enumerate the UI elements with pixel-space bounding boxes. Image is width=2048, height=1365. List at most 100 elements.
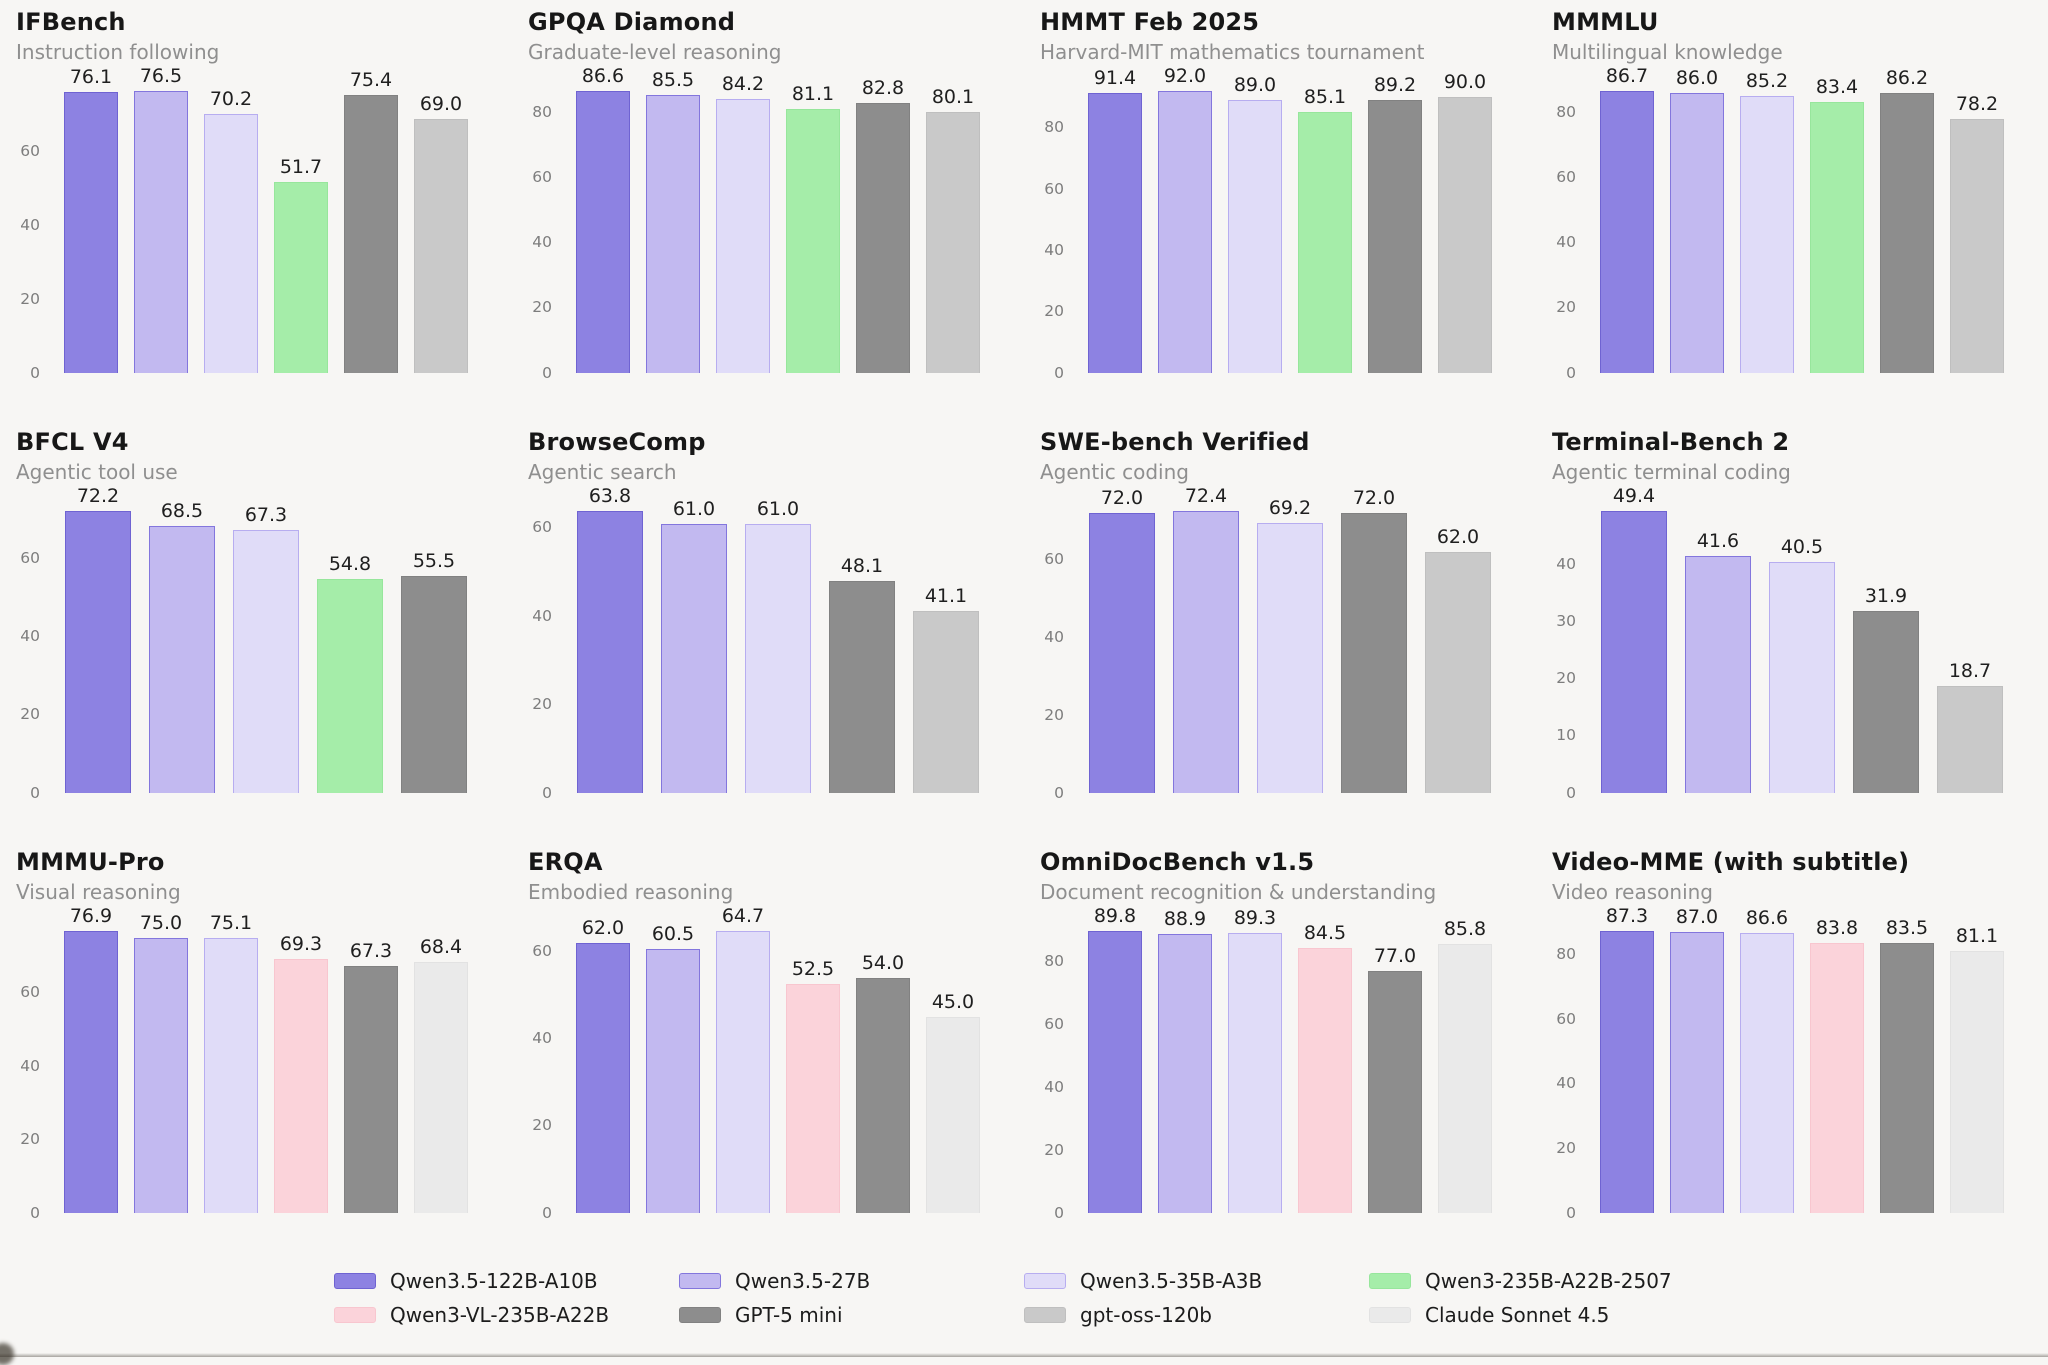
bars-row: 76.1 76.5 70.2 51.7 75.4 69.0 [56,65,476,373]
y-tick-label: 20 [1044,1140,1064,1159]
bar-value-label: 48.1 [840,554,884,577]
bar-value-label: 84.2 [721,72,765,95]
y-tick-label: 40 [1044,1077,1064,1096]
bar-value-label: 75.4 [349,69,393,92]
bar-value-label: 85.5 [651,68,695,91]
photo-edge-artifact [0,1353,2048,1357]
y-axis-ticks: 0 20 40 60 [518,917,562,1222]
bar-slot: 51.7 [266,77,336,373]
bar-qwen3-5-122b-a10b: 76.1 [63,66,119,373]
chart-swe-bench-verified: SWE-bench Verified Agentic coding 0 20 40 60 7… [1024,420,1536,840]
bar-value-label: 77.0 [1373,945,1417,968]
bars-row: 62.0 60.5 64.7 52.5 54.0 45.0 [568,905,988,1213]
bar-slot: 61.0 [652,497,736,793]
chart-omnidocbench-v1-5: OmniDocBench v1.5 Document recognition & … [1024,840,1536,1260]
bar-value-label: 70.2 [209,88,253,111]
bar-slot: 68.4 [406,917,476,1213]
bar-slot: 75.0 [126,912,196,1213]
legend-swatch [1369,1307,1411,1323]
bar-slot: 60.5 [638,917,708,1213]
bar-qwen3-5-122b-a10b: 89.8 [1087,905,1143,1213]
bar-slot: 40.5 [1760,497,1844,793]
bar-value-label: 78.2 [1955,92,1999,115]
legend-label: Qwen3-VL-235B-A22B [390,1303,610,1327]
y-tick-label: 20 [532,298,552,317]
bar-qwen3-5-35b-a3b: 70.2 [203,88,259,373]
bar-slot: 52.5 [778,917,848,1213]
bar-gpt-5-mini: 77.0 [1367,945,1423,1213]
bar-slot: 84.5 [1290,917,1360,1213]
bar-value-label: 75.0 [139,911,183,934]
chart-subtitle: Document recognition & understanding [1040,880,1437,904]
plot-area: 0 20 40 60 76.9 75.0 75.1 69.3 67.3 68.4 [20,905,476,1222]
y-tick-label: 60 [20,549,40,568]
bar-qwen3-5-122b-a10b: 91.4 [1087,67,1143,373]
bar-slot: 31.9 [1844,497,1928,793]
bar-qwen3-5-35b-a3b: 61.0 [745,498,811,793]
chart-subtitle: Video reasoning [1552,880,1713,904]
bars-row: 89.8 88.9 89.3 84.5 77.0 85.8 [1080,905,1500,1213]
bar-slot: 72.0 [1332,487,1416,793]
y-tick-label: 0 [542,1203,552,1222]
y-axis-ticks: 0 20 40 60 80 [1030,917,1074,1221]
bar-value-label: 45.0 [931,990,975,1013]
bar-qwen3-5-27b: 75.0 [133,912,189,1213]
bar-value-label: 52.5 [791,958,835,981]
bar-slot: 86.6 [568,65,638,373]
bar-value-label: 60.5 [651,923,695,946]
chart-title: MMMLU [1552,8,1659,36]
bar-slot: 75.1 [196,912,266,1213]
legend-swatch [334,1273,376,1289]
bar-slot: 64.7 [708,905,778,1213]
bar-qwen3-5-122b-a10b: 76.9 [63,905,119,1213]
bars-row: 49.4 41.6 40.5 31.9 18.7 [1592,485,2012,793]
bar-slot: 86.0 [1662,67,1732,373]
bar-value-label: 89.8 [1093,905,1137,928]
bar-gpt-5-mini: 54.0 [855,952,911,1213]
chart-subtitle: Harvard-MIT mathematics tournament [1040,40,1425,64]
legend-label: Claude Sonnet 4.5 [1425,1303,1610,1327]
bar-slot: 67.3 [224,497,308,793]
bar-slot: 90.0 [1430,71,1500,373]
bar-value-label: 91.4 [1093,66,1137,89]
y-axis-ticks: 0 20 40 60 [6,497,50,801]
y-axis-ticks: 0 20 40 60 [6,77,50,381]
bar-slot: 76.1 [56,66,126,373]
plot-area: 0 20 40 60 76.1 76.5 70.2 51.7 75.4 69.0 [20,65,476,382]
bars-row: 76.9 75.0 75.1 69.3 67.3 68.4 [56,905,476,1213]
legend-item-qwen3-5-35b-a3b: Qwen3.5-35B-A3B [1024,1268,1369,1294]
y-tick-label: 0 [1566,363,1576,382]
bar-qwen3-vl-235b-a22b: 83.8 [1809,917,1865,1213]
y-tick-label: 60 [532,941,552,960]
legend-item-qwen3-235b-a22b-2507: Qwen3-235B-A22B-2507 [1369,1268,1714,1294]
bar-value-label: 64.7 [721,904,765,927]
y-tick-label: 20 [1044,705,1064,724]
bar-slot: 85.1 [1290,77,1360,373]
bar-value-label: 85.8 [1443,917,1487,940]
bar-gpt-5-mini: 48.1 [829,555,895,793]
y-tick-label: 0 [1054,363,1064,382]
chart-subtitle: Instruction following [16,40,220,64]
y-tick-label: 0 [30,1203,40,1222]
bars-row: 63.8 61.0 61.0 48.1 41.1 [568,485,988,793]
y-tick-label: 0 [30,783,40,802]
bar-slot: 55.5 [392,497,476,793]
bar-slot: 81.1 [778,77,848,373]
bar-claude-sonnet-4-5: 85.8 [1437,918,1493,1213]
bar-value-label: 69.0 [419,92,463,115]
bar-gpt-5-mini: 82.8 [855,77,911,373]
bar-value-label: 86.2 [1885,66,1929,89]
bar-slot: 72.4 [1164,485,1248,793]
bar-value-label: 40.5 [1780,536,1824,559]
bar-qwen3-5-122b-a10b: 72.2 [65,485,131,793]
bar-value-label: 86.6 [581,65,625,88]
plot-area: 0 20 40 60 72.0 72.4 69.2 72.0 62.0 [1044,485,1500,802]
bar-qwen3-5-122b-a10b: 86.7 [1599,65,1655,373]
bar-qwen3-5-35b-a3b: 64.7 [715,905,771,1213]
legend: Qwen3.5-122B-A10B Qwen3.5-27B Qwen3.5-35B-… [0,1268,2048,1328]
bar-qwen3-5-27b: 86.0 [1669,67,1725,373]
bar-slot: 89.0 [1220,74,1290,373]
y-tick-label: 80 [1556,945,1576,964]
chart-hmmt-feb-2025: HMMT Feb 2025 Harvard-MIT mathematics tou… [1024,0,1536,420]
legend-label: Qwen3.5-122B-A10B [390,1269,598,1293]
